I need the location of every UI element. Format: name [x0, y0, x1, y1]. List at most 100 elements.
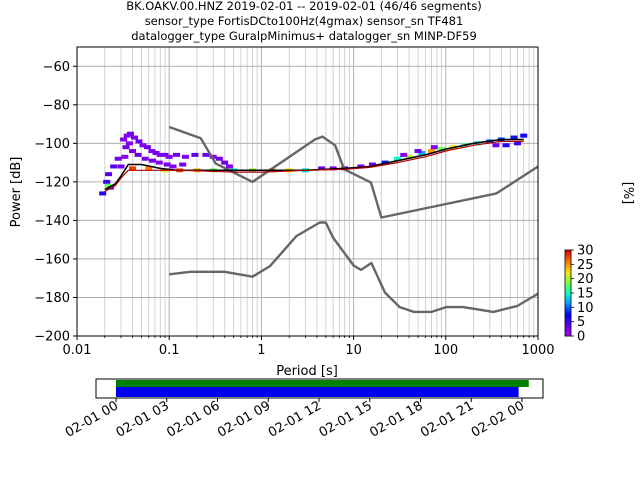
psd-density-cell	[191, 152, 199, 157]
colorbar-segment	[565, 258, 571, 262]
psd-density-cell	[510, 135, 518, 140]
noise-model-low-line	[169, 221, 539, 314]
psd-density-cell	[492, 143, 500, 148]
y-tick-label: −60	[43, 60, 70, 75]
x-tick-label: 100	[433, 343, 458, 358]
x-tick-label: 1000	[521, 343, 554, 358]
colorbar-segment	[565, 316, 571, 320]
colorbar-segment	[565, 254, 571, 257]
psd-density-cell	[135, 139, 143, 144]
plot-background	[77, 47, 538, 336]
y-axis-label: Power [dB]	[9, 157, 24, 228]
psd-density-cell	[502, 143, 510, 148]
psd-density-cell	[149, 158, 157, 163]
y-tick-label: −160	[34, 252, 70, 267]
colorbar-segment	[565, 305, 571, 309]
psd-density-cell	[125, 141, 133, 146]
psd-density-cell	[121, 154, 129, 159]
psd-density-cell	[99, 191, 107, 196]
psd-density-cell	[134, 152, 142, 157]
x-tick-label: 10	[345, 343, 362, 358]
colorbar-segment	[565, 303, 571, 307]
psd-density-cell	[318, 166, 326, 171]
y-tick-label: −200	[34, 330, 70, 345]
colorbar-tick-label: 30	[577, 244, 594, 259]
colorbar-tick-label: 10	[577, 301, 594, 316]
psd-density-cell	[202, 152, 210, 157]
psd-density-cell	[209, 154, 217, 159]
psd-density-cell	[215, 156, 223, 161]
psd-density-cell	[165, 154, 173, 159]
psd-density-cell	[169, 164, 177, 169]
psd-density-cell	[225, 164, 233, 169]
psd-density-cell	[114, 156, 122, 161]
x-tick-label: 0.1	[159, 343, 180, 358]
plot-frame	[76, 46, 539, 337]
title-line-2: sensor_type FortisDCto100Hz(4gmax) senso…	[145, 14, 464, 28]
colorbar-segment	[565, 299, 571, 303]
psd-density-cell	[520, 133, 528, 138]
psd-density-cell	[126, 131, 134, 136]
x-tick-label: 1	[257, 343, 265, 358]
colorbar-segment	[565, 308, 571, 311]
colorbar-segment	[565, 295, 571, 298]
colorbar-tick-label: 0	[577, 330, 585, 345]
colorbar-segment	[565, 288, 571, 292]
colorbar-segment	[565, 271, 571, 275]
psd-density-cell	[514, 141, 522, 146]
psd-density-cell	[143, 145, 151, 150]
colorbar-tick-label: 5	[577, 315, 585, 330]
x-axis-label: Period [s]	[276, 364, 338, 379]
title-line-3: datalogger_type GuralpMinimus+ datalogge…	[131, 29, 477, 43]
psd-density-cell	[120, 137, 128, 142]
psd-density-cell	[130, 135, 138, 140]
psd-density-cell	[163, 162, 171, 167]
colorbar-segment	[565, 267, 571, 270]
colorbar-segment	[565, 329, 571, 333]
availability-tick-label: 02-01 15	[317, 398, 375, 440]
colorbar-segment	[565, 310, 571, 313]
availability-tick-label: 02-01 12	[266, 398, 324, 440]
psd-density-cell	[105, 172, 113, 177]
availability-tick-label: 02-02 00	[469, 398, 527, 440]
availability-bar-blue	[116, 387, 519, 397]
psd-density-cell	[418, 150, 426, 155]
y-tick-label: −120	[34, 175, 70, 190]
colorbar-segment	[565, 290, 571, 294]
y-tick-label: −80	[43, 98, 70, 113]
psd-density-cell	[368, 162, 376, 167]
colorbar-segment	[565, 320, 571, 324]
x-tick-label: 0.01	[63, 343, 92, 358]
colorbar-segment	[565, 312, 571, 315]
colorbar-segment	[565, 252, 571, 255]
psd-density-cell	[428, 149, 436, 154]
colorbar-segment	[565, 269, 571, 272]
colorbar-segment	[565, 284, 571, 288]
availability-tick-label: 02-01 21	[418, 398, 476, 440]
psd-density-cell	[155, 160, 163, 165]
psd-density-cell	[173, 152, 181, 157]
y-tick-label: −140	[34, 214, 70, 229]
colorbar-tick-label: 15	[577, 287, 594, 302]
colorbar-segment	[565, 297, 571, 300]
psd-density-cell	[129, 149, 137, 154]
colorbar-segment	[565, 323, 571, 326]
mode-line-line	[104, 138, 524, 191]
colorbar-segment	[565, 293, 571, 296]
availability-bar-green	[116, 380, 529, 387]
colorbar-segment	[565, 250, 571, 253]
psd-density-cell	[148, 149, 156, 154]
psd-density-cell	[405, 154, 413, 159]
psd-density-cell	[110, 164, 118, 169]
colorbar-tick-label: 25	[577, 258, 594, 273]
psd-density-cell	[152, 150, 160, 155]
psd-density-cell	[122, 145, 130, 150]
availability-tick-label: 02-01 03	[114, 398, 172, 440]
colorbar-segment	[565, 260, 571, 264]
availability-tick-label: 02-01 09	[215, 398, 273, 440]
psd-density-cell	[179, 162, 187, 167]
colorbar-segment	[565, 318, 571, 322]
y-tick-label: −100	[34, 137, 70, 152]
